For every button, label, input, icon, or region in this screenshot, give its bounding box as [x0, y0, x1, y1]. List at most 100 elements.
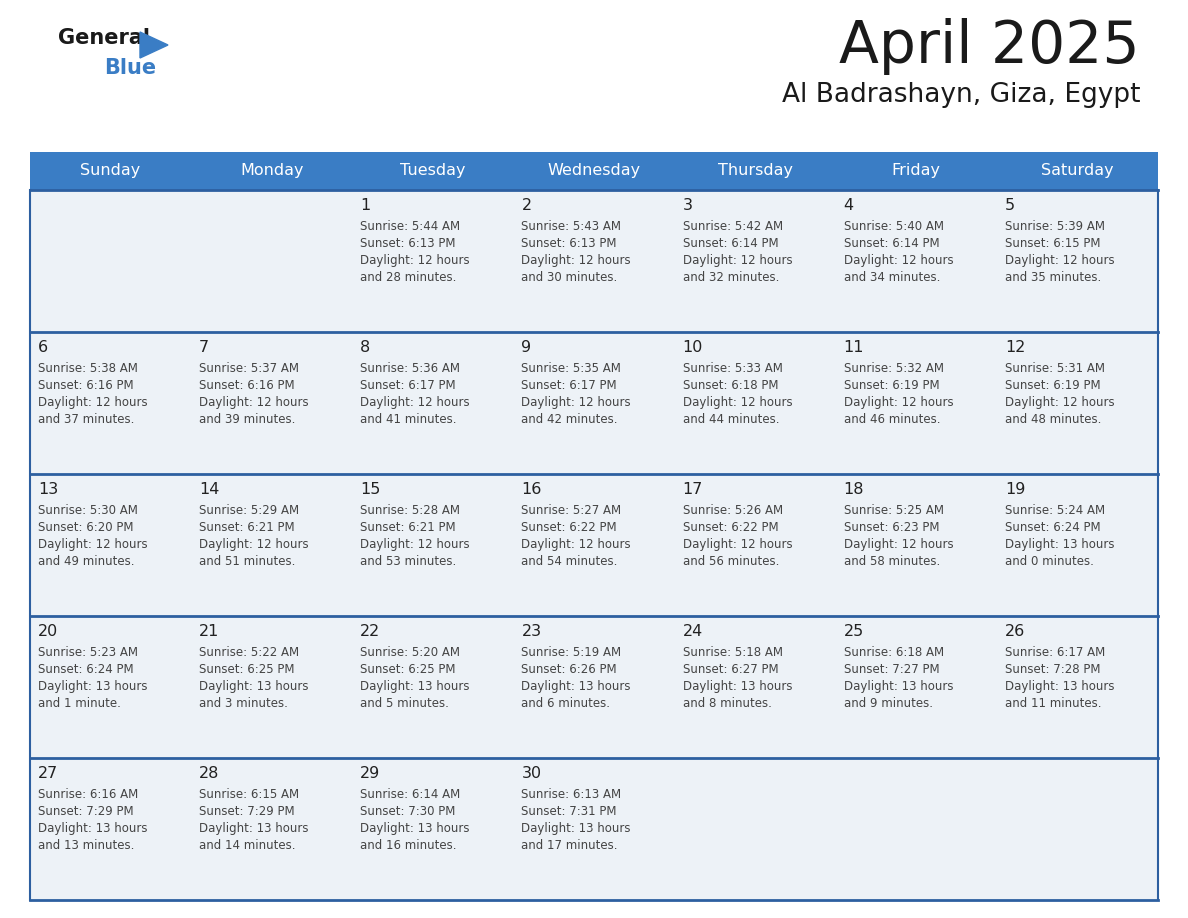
Text: Sunset: 6:24 PM: Sunset: 6:24 PM	[1005, 521, 1100, 534]
Text: and 32 minutes.: and 32 minutes.	[683, 271, 779, 284]
Text: Daylight: 13 hours: Daylight: 13 hours	[200, 822, 309, 835]
Bar	[675, 190, 835, 332]
Text: Daylight: 12 hours: Daylight: 12 hours	[360, 254, 470, 267]
Text: and 30 minutes.: and 30 minutes.	[522, 271, 618, 284]
Text: Daylight: 13 hours: Daylight: 13 hours	[522, 680, 631, 693]
Bar	[835, 332, 997, 474]
Text: Sunset: 7:29 PM: Sunset: 7:29 PM	[200, 805, 295, 818]
Text: Sunset: 6:22 PM: Sunset: 6:22 PM	[522, 521, 617, 534]
Text: Sunrise: 5:23 AM: Sunrise: 5:23 AM	[38, 646, 138, 659]
Text: 15: 15	[360, 482, 380, 497]
Bar	[30, 190, 191, 332]
Bar	[513, 190, 675, 332]
Text: Daylight: 12 hours: Daylight: 12 hours	[38, 538, 147, 551]
Text: and 39 minutes.: and 39 minutes.	[200, 413, 296, 426]
Text: and 8 minutes.: and 8 minutes.	[683, 697, 771, 710]
Text: Sunset: 6:13 PM: Sunset: 6:13 PM	[522, 237, 617, 250]
Text: Sunrise: 5:32 AM: Sunrise: 5:32 AM	[843, 362, 943, 375]
Bar	[30, 332, 191, 474]
Text: Sunset: 6:14 PM: Sunset: 6:14 PM	[683, 237, 778, 250]
Text: Sunset: 6:19 PM: Sunset: 6:19 PM	[843, 379, 940, 392]
Bar	[835, 616, 997, 758]
Text: and 14 minutes.: and 14 minutes.	[200, 839, 296, 852]
Text: Sunset: 6:17 PM: Sunset: 6:17 PM	[522, 379, 617, 392]
Text: 27: 27	[38, 766, 58, 781]
Text: Sunset: 6:21 PM: Sunset: 6:21 PM	[360, 521, 456, 534]
Text: Daylight: 12 hours: Daylight: 12 hours	[360, 396, 470, 409]
Bar	[513, 758, 675, 900]
Text: and 53 minutes.: and 53 minutes.	[360, 555, 456, 568]
Text: Sunrise: 5:28 AM: Sunrise: 5:28 AM	[360, 504, 460, 517]
Text: Sunrise: 5:29 AM: Sunrise: 5:29 AM	[200, 504, 299, 517]
Bar	[191, 332, 353, 474]
Text: and 54 minutes.: and 54 minutes.	[522, 555, 618, 568]
Text: Daylight: 12 hours: Daylight: 12 hours	[843, 396, 953, 409]
Text: 28: 28	[200, 766, 220, 781]
Text: 17: 17	[683, 482, 703, 497]
Bar	[353, 190, 513, 332]
Text: Sunset: 6:26 PM: Sunset: 6:26 PM	[522, 663, 617, 676]
Bar	[191, 474, 353, 616]
Bar	[191, 758, 353, 900]
Text: Sunrise: 5:26 AM: Sunrise: 5:26 AM	[683, 504, 783, 517]
Bar	[513, 474, 675, 616]
Text: Sunset: 6:27 PM: Sunset: 6:27 PM	[683, 663, 778, 676]
Bar	[997, 616, 1158, 758]
Text: Sunrise: 6:16 AM: Sunrise: 6:16 AM	[38, 788, 138, 801]
Text: 29: 29	[360, 766, 380, 781]
Text: 10: 10	[683, 340, 703, 355]
Bar	[30, 758, 191, 900]
Text: and 34 minutes.: and 34 minutes.	[843, 271, 940, 284]
Text: Daylight: 12 hours: Daylight: 12 hours	[200, 396, 309, 409]
Text: Daylight: 12 hours: Daylight: 12 hours	[1005, 254, 1114, 267]
Text: Tuesday: Tuesday	[400, 163, 466, 178]
Bar	[353, 474, 513, 616]
Bar	[675, 474, 835, 616]
Text: and 28 minutes.: and 28 minutes.	[360, 271, 456, 284]
Text: and 13 minutes.: and 13 minutes.	[38, 839, 134, 852]
Text: Daylight: 12 hours: Daylight: 12 hours	[683, 254, 792, 267]
Text: Sunset: 6:24 PM: Sunset: 6:24 PM	[38, 663, 133, 676]
Bar	[675, 758, 835, 900]
Text: Sunrise: 5:36 AM: Sunrise: 5:36 AM	[360, 362, 460, 375]
Text: and 11 minutes.: and 11 minutes.	[1005, 697, 1101, 710]
Text: Sunset: 7:31 PM: Sunset: 7:31 PM	[522, 805, 617, 818]
Text: 12: 12	[1005, 340, 1025, 355]
Text: Sunrise: 5:22 AM: Sunrise: 5:22 AM	[200, 646, 299, 659]
Text: Daylight: 12 hours: Daylight: 12 hours	[1005, 396, 1114, 409]
Text: Daylight: 13 hours: Daylight: 13 hours	[38, 822, 147, 835]
Text: Sunrise: 5:38 AM: Sunrise: 5:38 AM	[38, 362, 138, 375]
Bar	[997, 474, 1158, 616]
Text: 23: 23	[522, 624, 542, 639]
Text: 9: 9	[522, 340, 531, 355]
Text: Daylight: 13 hours: Daylight: 13 hours	[38, 680, 147, 693]
Text: Daylight: 12 hours: Daylight: 12 hours	[38, 396, 147, 409]
Text: Sunset: 6:23 PM: Sunset: 6:23 PM	[843, 521, 940, 534]
Bar	[30, 616, 191, 758]
Text: Sunrise: 5:43 AM: Sunrise: 5:43 AM	[522, 220, 621, 233]
Text: Sunrise: 5:19 AM: Sunrise: 5:19 AM	[522, 646, 621, 659]
Text: Sunset: 6:14 PM: Sunset: 6:14 PM	[843, 237, 940, 250]
Text: Daylight: 13 hours: Daylight: 13 hours	[360, 822, 469, 835]
Text: Sunrise: 5:44 AM: Sunrise: 5:44 AM	[360, 220, 461, 233]
Text: 18: 18	[843, 482, 864, 497]
Text: Sunset: 7:28 PM: Sunset: 7:28 PM	[1005, 663, 1100, 676]
Text: April 2025: April 2025	[840, 18, 1140, 75]
Text: Daylight: 12 hours: Daylight: 12 hours	[360, 538, 470, 551]
Text: 6: 6	[38, 340, 49, 355]
Text: and 58 minutes.: and 58 minutes.	[843, 555, 940, 568]
Text: Sunset: 6:18 PM: Sunset: 6:18 PM	[683, 379, 778, 392]
Text: 2: 2	[522, 198, 531, 213]
Text: Daylight: 12 hours: Daylight: 12 hours	[843, 254, 953, 267]
Text: Daylight: 12 hours: Daylight: 12 hours	[683, 538, 792, 551]
Text: Sunset: 6:16 PM: Sunset: 6:16 PM	[200, 379, 295, 392]
Text: Daylight: 13 hours: Daylight: 13 hours	[1005, 538, 1114, 551]
Text: Sunset: 7:27 PM: Sunset: 7:27 PM	[843, 663, 940, 676]
Text: and 41 minutes.: and 41 minutes.	[360, 413, 456, 426]
Bar	[30, 152, 1158, 190]
Text: Al Badrashayn, Giza, Egypt: Al Badrashayn, Giza, Egypt	[782, 82, 1140, 108]
Text: Sunset: 6:17 PM: Sunset: 6:17 PM	[360, 379, 456, 392]
Text: Sunrise: 6:18 AM: Sunrise: 6:18 AM	[843, 646, 943, 659]
Text: 1: 1	[360, 198, 371, 213]
Text: Wednesday: Wednesday	[548, 163, 640, 178]
